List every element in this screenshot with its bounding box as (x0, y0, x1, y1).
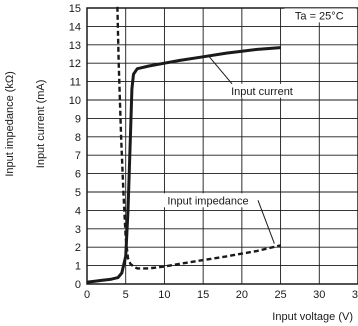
x-tick-label: 30 (313, 289, 325, 301)
x-tick-label: 15 (197, 289, 209, 301)
series-line-current (87, 46, 281, 284)
y-tick-label: 8 (75, 132, 81, 144)
x-tick-label: 35 (352, 289, 358, 301)
y-tick-label: 9 (75, 113, 81, 125)
y-tick-label: 15 (69, 3, 81, 15)
y-tick-label: 2 (75, 242, 81, 254)
series-label-background-impedance (158, 193, 258, 208)
x-axis-label: Input voltage (V) (272, 311, 353, 323)
x-tick-label: 0 (84, 289, 90, 301)
x-tick-labels: 0 5 10 15 20 25 30 35 (84, 289, 358, 301)
x-tick-label: 10 (158, 289, 170, 301)
series-label-current: Input current (231, 86, 293, 98)
x-tick-label: 25 (274, 289, 286, 301)
y-tick-label: 4 (75, 205, 81, 217)
x-tick-label: 20 (236, 289, 248, 301)
y-tick-label: 14 (69, 21, 81, 33)
y-tick-label: 13 (69, 40, 81, 52)
y-tick-label: 3 (75, 224, 81, 236)
y-tick-label: 10 (69, 95, 81, 107)
series-layer (87, 4, 281, 284)
plot-frame (86, 7, 358, 285)
y-tick-label: 7 (75, 150, 81, 162)
series-line-impedance (116, 4, 281, 270)
y-tick-label: 12 (69, 58, 81, 70)
y-tick-label: 5 (75, 187, 81, 199)
y-tick-label: 1 (75, 261, 81, 273)
condition-label-background (284, 8, 357, 23)
series-leader-impedance (257, 200, 275, 244)
condition-label: Ta = 25°C (295, 10, 344, 22)
series-leader-current (208, 56, 233, 85)
y-tick-label: 11 (70, 77, 81, 89)
series-label-background-current (220, 83, 304, 98)
y-tick-label: 0 (75, 279, 81, 291)
x-tick-label: 5 (123, 289, 129, 301)
y-tick-label: 6 (75, 169, 81, 181)
series-label-impedance: Input impedance (167, 195, 248, 207)
y-axis-label-impedance: Input impedance (kΩ) (4, 71, 16, 176)
y-axis-label-current: Input current (mA) (35, 80, 47, 169)
